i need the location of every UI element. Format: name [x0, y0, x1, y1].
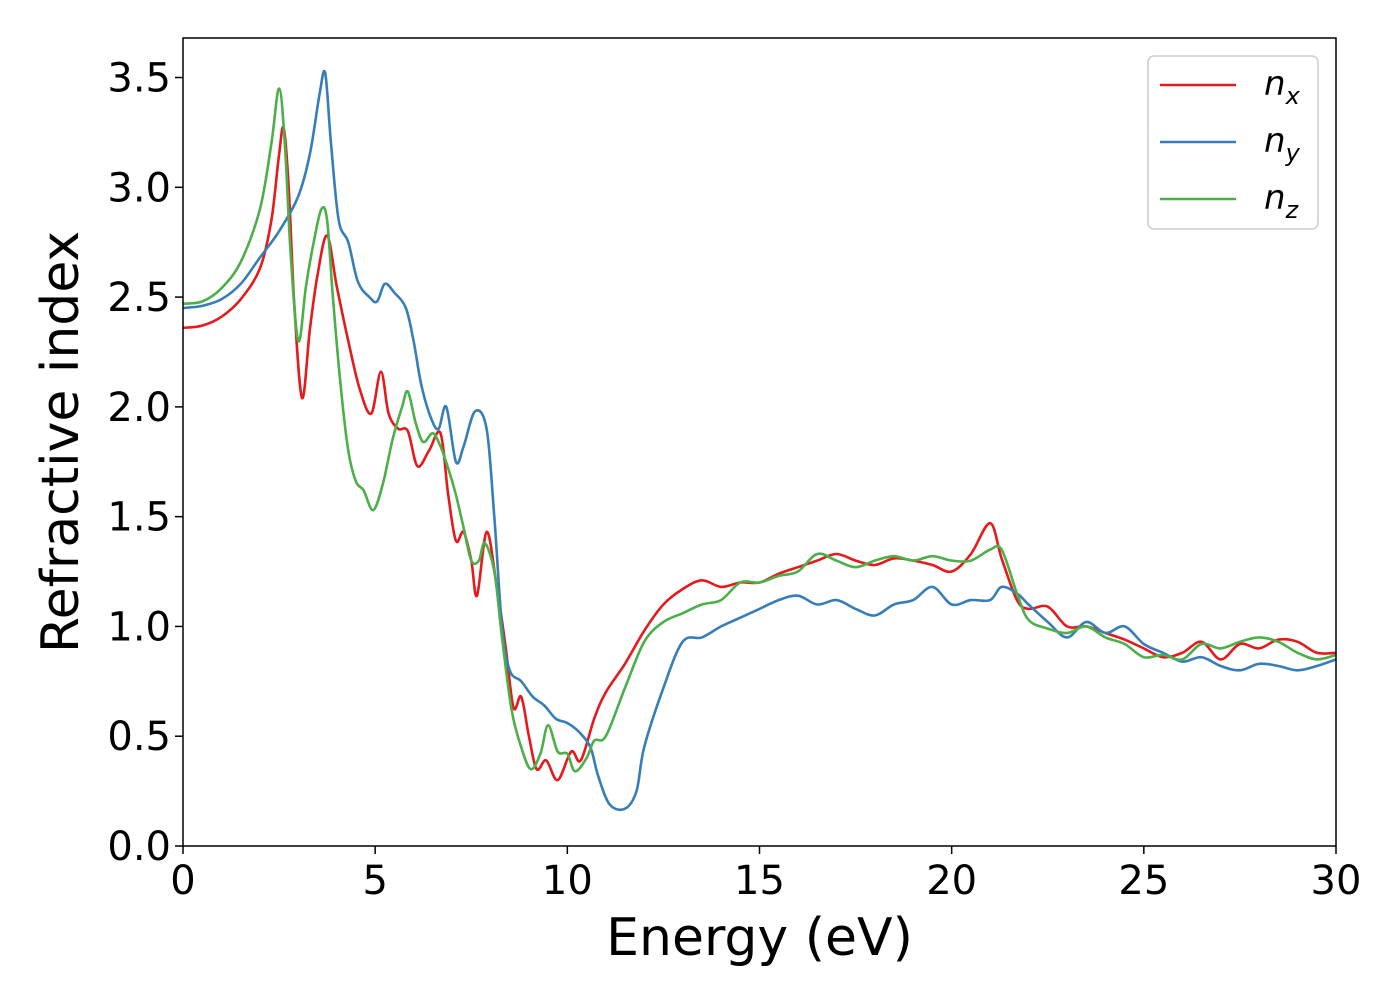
x-tick-label: 25 — [1118, 858, 1169, 904]
y-tick-label: 2.0 — [107, 385, 171, 431]
y-axis-title: Refractive index — [31, 231, 91, 653]
y-tick-label: 2.5 — [107, 275, 171, 321]
plot-lines — [183, 69, 1336, 812]
series-line-x — [183, 125, 1336, 782]
x-tick-label: 15 — [734, 858, 785, 904]
series-line-z — [183, 87, 1336, 773]
y-tick-label: 1.0 — [107, 604, 171, 650]
x-tick-label: 10 — [542, 858, 593, 904]
y-tick-label: 0.5 — [107, 714, 171, 760]
y-tick-label: 1.5 — [107, 495, 171, 541]
series-line-y — [183, 69, 1336, 812]
x-tick-label: 5 — [362, 858, 387, 904]
x-tick-label: 20 — [926, 858, 977, 904]
y-axis-ticks: 0.0 0.5 1.0 1.5 2.0 2.5 3.0 3.5 — [107, 56, 183, 870]
y-tick-label: 3.0 — [107, 165, 171, 211]
x-tick-label: 0 — [170, 858, 195, 904]
y-tick-label: 0.0 — [107, 824, 171, 870]
x-axis-ticks: 0 5 10 15 20 25 30 — [170, 846, 1361, 904]
x-axis-title: Energy (eV) — [606, 908, 913, 968]
y-tick-label: 3.5 — [107, 56, 171, 102]
x-tick-label: 30 — [1311, 858, 1362, 904]
